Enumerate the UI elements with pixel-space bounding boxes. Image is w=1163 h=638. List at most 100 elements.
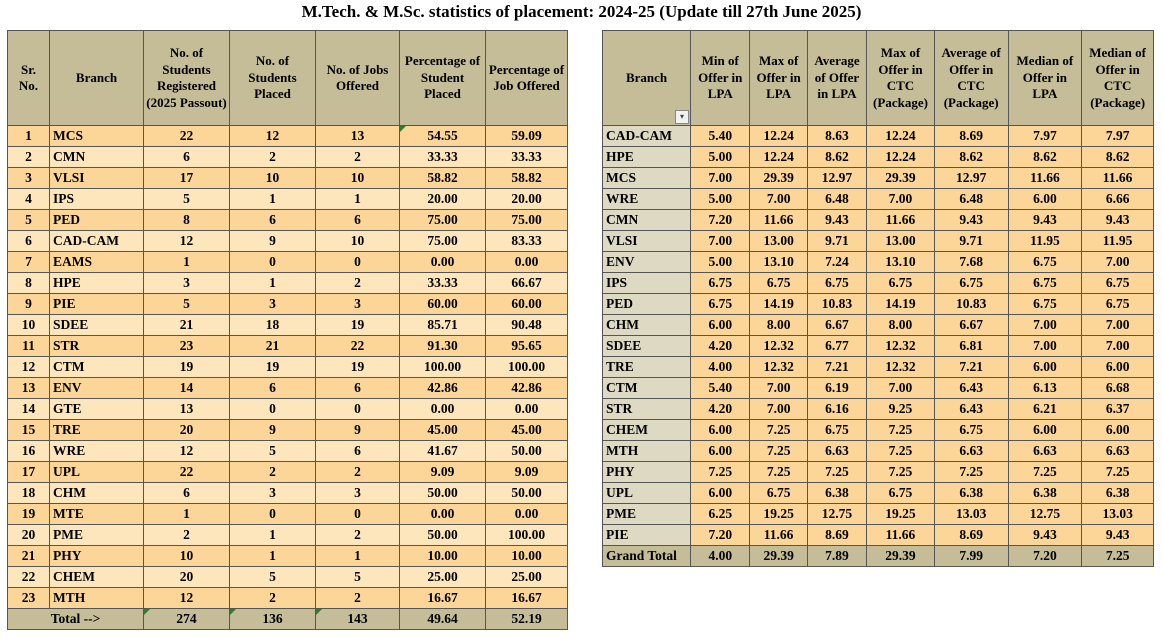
table-row: 16 WRE 12 5 6 41.67 50.00 xyxy=(7,440,568,462)
max-lpa-cell: 7.00 xyxy=(749,377,808,399)
jobs-cell: 1 xyxy=(315,545,400,567)
placed-cell: 2 xyxy=(229,146,316,168)
min-lpa-cell: 5.00 xyxy=(690,146,751,168)
placement-body: 1 MCS 22 12 13 54.55 59.09 2 CMN 6 2 2 33.33 33.33 3 VL… xyxy=(7,125,568,609)
table-row: 7 EAMS 1 0 0 0.00 0.00 xyxy=(7,251,568,273)
max-lpa-cell: 13.10 xyxy=(749,251,808,273)
pct-jobs-cell: 90.48 xyxy=(485,314,568,336)
placed-cell: 9 xyxy=(229,230,316,252)
median-ctc-cell: 13.03 xyxy=(1081,503,1154,525)
min-lpa-cell: 4.20 xyxy=(690,398,751,420)
branch-cell: PHY xyxy=(49,545,144,567)
min-lpa-cell: 6.75 xyxy=(690,293,751,315)
placed-cell: 2 xyxy=(229,461,316,483)
placed-cell: 1 xyxy=(229,188,316,210)
table-row: IPS 6.75 6.75 6.75 6.75 6.75 6.75 6.75 xyxy=(601,272,1154,294)
avg-ctc-cell: 7.25 xyxy=(933,461,1009,483)
max-lpa-cell: 19.25 xyxy=(749,503,808,525)
max-ctc-cell: 12.24 xyxy=(866,146,935,168)
max-ctc-cell: 12.32 xyxy=(866,356,935,378)
pct-jobs-cell: 95.65 xyxy=(485,335,568,357)
max-ctc-cell: 9.25 xyxy=(866,398,935,420)
placement-total-row: Total --> 274 136 143 49.64 52.19 xyxy=(7,608,568,630)
registered-cell: 20 xyxy=(143,566,230,588)
table-row: SDEE 4.20 12.32 6.77 12.32 6.81 7.00 7.00 xyxy=(601,335,1154,357)
pct-jobs-cell: 75.00 xyxy=(485,209,568,231)
table-row: 21 PHY 10 1 1 10.00 10.00 xyxy=(7,545,568,567)
table-row: 12 CTM 19 19 19 100.00 100.00 xyxy=(7,356,568,378)
pct-jobs-cell: 20.00 xyxy=(485,188,568,210)
jobs-cell: 0 xyxy=(315,503,400,525)
registered-cell: 12 xyxy=(143,440,230,462)
placement-col-header: Sr. No. xyxy=(7,30,50,126)
median-ctc-cell: 7.00 xyxy=(1081,314,1154,336)
jobs-cell: 2 xyxy=(315,587,400,609)
branch-cell: TRE xyxy=(49,419,144,441)
avg-ctc-cell: 6.43 xyxy=(933,377,1009,399)
max-ctc-cell: 14.19 xyxy=(866,293,935,315)
table-row: CHM 6.00 8.00 6.67 8.00 6.67 7.00 7.00 xyxy=(601,314,1154,336)
max-lpa-cell: 7.25 xyxy=(749,440,808,462)
pct-placed-cell: 50.00 xyxy=(399,482,486,504)
avg-ctc-cell: 6.48 xyxy=(933,188,1009,210)
sr-no-cell: 7 xyxy=(7,251,50,273)
grand-total-value: 29.39 xyxy=(866,545,935,567)
max-ctc-cell: 29.39 xyxy=(866,167,935,189)
table-row: 13 ENV 14 6 6 42.86 42.86 xyxy=(7,377,568,399)
branch-cell: VLSI xyxy=(601,230,692,252)
max-ctc-cell: 6.75 xyxy=(866,482,935,504)
table-row: TRE 4.00 12.32 7.21 12.32 7.21 6.00 6.00 xyxy=(601,356,1154,378)
branch-cell: CTM xyxy=(601,377,692,399)
avg-lpa-cell: 12.75 xyxy=(806,503,868,525)
max-lpa-cell: 12.24 xyxy=(749,125,808,147)
offer-col-header: Median of Offer in CTC (Package) xyxy=(1081,30,1154,126)
registered-cell: 2 xyxy=(143,524,230,546)
offer-header-row: Branch ▾ Min of Offer in LPA Max of Offer i… xyxy=(601,30,1154,126)
registered-cell: 5 xyxy=(143,293,230,315)
total-jobs: 143 xyxy=(315,608,400,630)
avg-lpa-cell: 10.83 xyxy=(806,293,868,315)
pct-placed-cell: 41.67 xyxy=(399,440,486,462)
table-row: CMN 7.20 11.66 9.43 11.66 9.43 9.43 9.43 xyxy=(601,209,1154,231)
median-ctc-cell: 11.66 xyxy=(1081,167,1154,189)
table-row: 19 MTE 1 0 0 0.00 0.00 xyxy=(7,503,568,525)
sr-no-cell: 17 xyxy=(7,461,50,483)
jobs-cell: 2 xyxy=(315,461,400,483)
branch-cell: MTH xyxy=(601,440,692,462)
median-lpa-cell: 6.75 xyxy=(1007,251,1083,273)
median-ctc-cell: 6.75 xyxy=(1081,293,1154,315)
jobs-cell: 6 xyxy=(315,440,400,462)
offer-col-header: Average of Offer in LPA xyxy=(806,30,868,126)
offer-col-header: Min of Offer in LPA xyxy=(690,30,751,126)
pct-placed-cell: 50.00 xyxy=(399,524,486,546)
table-row: 6 CAD-CAM 12 9 10 75.00 83.33 xyxy=(7,230,568,252)
total-pct-placed: 49.64 xyxy=(399,608,486,630)
branch-cell: SDEE xyxy=(601,335,692,357)
placed-cell: 1 xyxy=(229,545,316,567)
branch-cell: PME xyxy=(601,503,692,525)
pct-placed-cell: 75.00 xyxy=(399,230,486,252)
dropdown-filter-icon[interactable]: ▾ xyxy=(675,110,690,124)
grand-total-label: Grand Total xyxy=(601,545,692,567)
avg-lpa-cell: 6.67 xyxy=(806,314,868,336)
median-lpa-cell: 6.00 xyxy=(1007,419,1083,441)
max-ctc-cell: 11.66 xyxy=(866,209,935,231)
median-lpa-cell: 6.00 xyxy=(1007,188,1083,210)
jobs-cell: 0 xyxy=(315,398,400,420)
median-lpa-cell: 7.00 xyxy=(1007,314,1083,336)
branch-cell: CAD-CAM xyxy=(601,125,692,147)
max-lpa-cell: 7.25 xyxy=(749,461,808,483)
sr-no-cell: 22 xyxy=(7,566,50,588)
pct-placed-cell: 33.33 xyxy=(399,272,486,294)
registered-cell: 19 xyxy=(143,356,230,378)
pct-jobs-cell: 59.09 xyxy=(485,125,568,147)
jobs-cell: 19 xyxy=(315,314,400,336)
pct-jobs-cell: 16.67 xyxy=(485,587,568,609)
jobs-cell: 19 xyxy=(315,356,400,378)
table-row: 5 PED 8 6 6 75.00 75.00 xyxy=(7,209,568,231)
pct-placed-cell: 100.00 xyxy=(399,356,486,378)
table-row: 22 CHEM 20 5 5 25.00 25.00 xyxy=(7,566,568,588)
pct-jobs-cell: 50.00 xyxy=(485,440,568,462)
placed-cell: 2 xyxy=(229,587,316,609)
registered-cell: 23 xyxy=(143,335,230,357)
